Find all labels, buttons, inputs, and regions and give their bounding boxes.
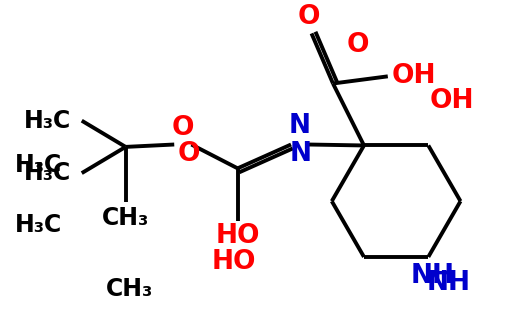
Text: O: O: [298, 3, 321, 30]
Text: H₃C: H₃C: [15, 154, 62, 178]
Text: NH: NH: [411, 263, 455, 289]
Text: CH₃: CH₃: [105, 277, 153, 301]
Text: OH: OH: [392, 63, 436, 89]
Text: HO: HO: [212, 249, 257, 275]
Text: CH₃: CH₃: [102, 206, 149, 230]
Text: H₃C: H₃C: [15, 213, 62, 237]
Text: OH: OH: [430, 88, 474, 114]
Text: N: N: [290, 141, 312, 167]
Text: NH: NH: [426, 270, 471, 296]
Text: O: O: [347, 32, 369, 58]
Text: HO: HO: [216, 223, 260, 249]
Text: N: N: [289, 113, 311, 139]
Text: H₃C: H₃C: [24, 161, 71, 185]
Text: O: O: [172, 115, 194, 141]
Text: H₃C: H₃C: [24, 109, 71, 133]
Text: O: O: [178, 141, 200, 167]
